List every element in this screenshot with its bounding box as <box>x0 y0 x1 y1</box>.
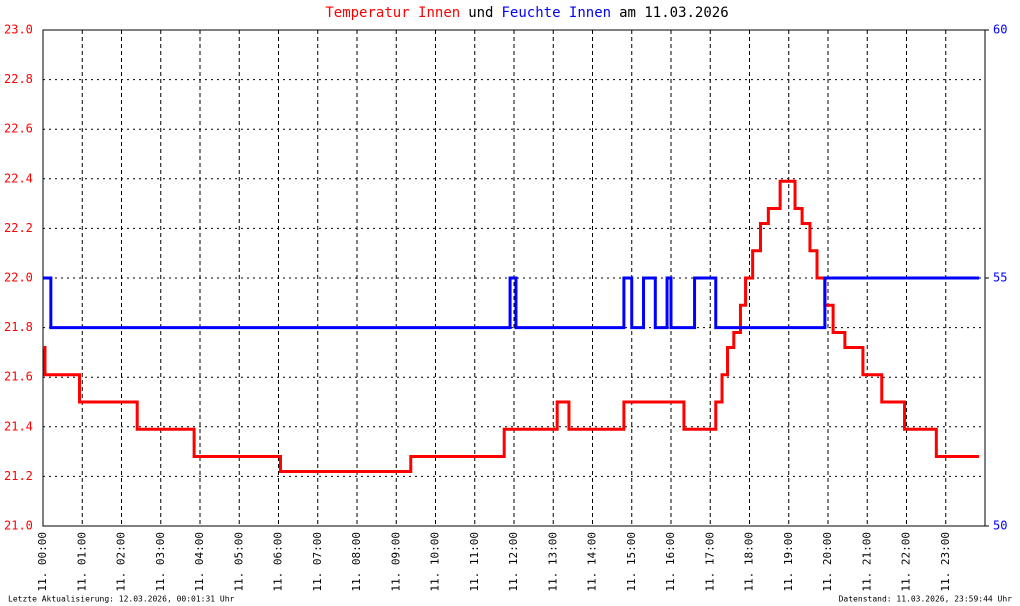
x-tick-label: 11. 02:00 <box>115 532 128 592</box>
data-line <box>43 179 980 473</box>
x-tick-label: 11. 12:00 <box>507 532 520 592</box>
title-part: Temperatur Innen <box>325 5 460 21</box>
x-tick-label: 11. 15:00 <box>625 532 638 592</box>
x-tick-label: 11. 13:00 <box>546 532 559 592</box>
y-tick-label: 21.6 <box>4 370 33 384</box>
x-tick-label: 11. 11:00 <box>468 532 481 592</box>
x-tick-label: 11. 01:00 <box>75 532 88 592</box>
y-tick-label: 21.4 <box>4 419 33 433</box>
title-part: und <box>468 5 493 21</box>
y-tick-label: 23.0 <box>4 23 33 37</box>
footer-left: Letzte Aktualisierung: 12.03.2026, 00:01… <box>8 595 235 604</box>
chart-title: Temperatur Innen und Feuchte Innen am 11.03… <box>325 5 728 21</box>
y-tick-label: 22.4 <box>4 171 33 185</box>
x-tick-label: 11. 05:00 <box>232 532 245 592</box>
x-tick-label: 11. 10:00 <box>429 532 442 592</box>
x-tick-label: 11. 08:00 <box>350 532 363 592</box>
x-tick-label: 11. 17:00 <box>703 532 716 592</box>
x-tick-label: 11. 03:00 <box>154 532 167 592</box>
y-tick-label: 21.8 <box>4 320 33 334</box>
y2-tick-label: 55 <box>993 271 1007 285</box>
x-tick-label: 11. 21:00 <box>860 532 873 592</box>
x-tick-label: 11. 06:00 <box>272 532 285 592</box>
y-tick-label: 22.0 <box>4 271 33 285</box>
y-tick-label: 21.0 <box>4 519 33 533</box>
x-tick-label: 11. 00:00 <box>36 532 49 592</box>
x-tick-label: 11. 19:00 <box>782 532 795 592</box>
x-tick-label: 11. 16:00 <box>664 532 677 592</box>
y-tick-label: 21.2 <box>4 469 33 483</box>
x-tick-label: 11. 23:00 <box>939 532 952 592</box>
x-tick-label: 11. 09:00 <box>389 532 402 592</box>
x-tick-label: 11. 04:00 <box>193 532 206 592</box>
data-line <box>43 276 980 330</box>
y-tick-label: 22.8 <box>4 72 33 86</box>
title-part: am 11.03.2026 <box>619 5 729 21</box>
y-tick-label: 22.2 <box>4 221 33 235</box>
y2-tick-label: 60 <box>993 23 1007 37</box>
y-tick-label: 22.6 <box>4 122 33 136</box>
x-tick-label: 11. 07:00 <box>311 532 324 592</box>
x-tick-label: 11. 22:00 <box>900 532 913 592</box>
x-tick-label: 11. 14:00 <box>586 532 599 592</box>
footer-right: Datenstand: 11.03.2026, 23:59:44 Uhr <box>839 595 1013 604</box>
title-part: Feuchte Innen <box>502 5 612 21</box>
x-tick-label: 11. 18:00 <box>743 532 756 592</box>
y2-tick-label: 50 <box>993 519 1007 533</box>
x-tick-label: 11. 20:00 <box>821 532 834 592</box>
